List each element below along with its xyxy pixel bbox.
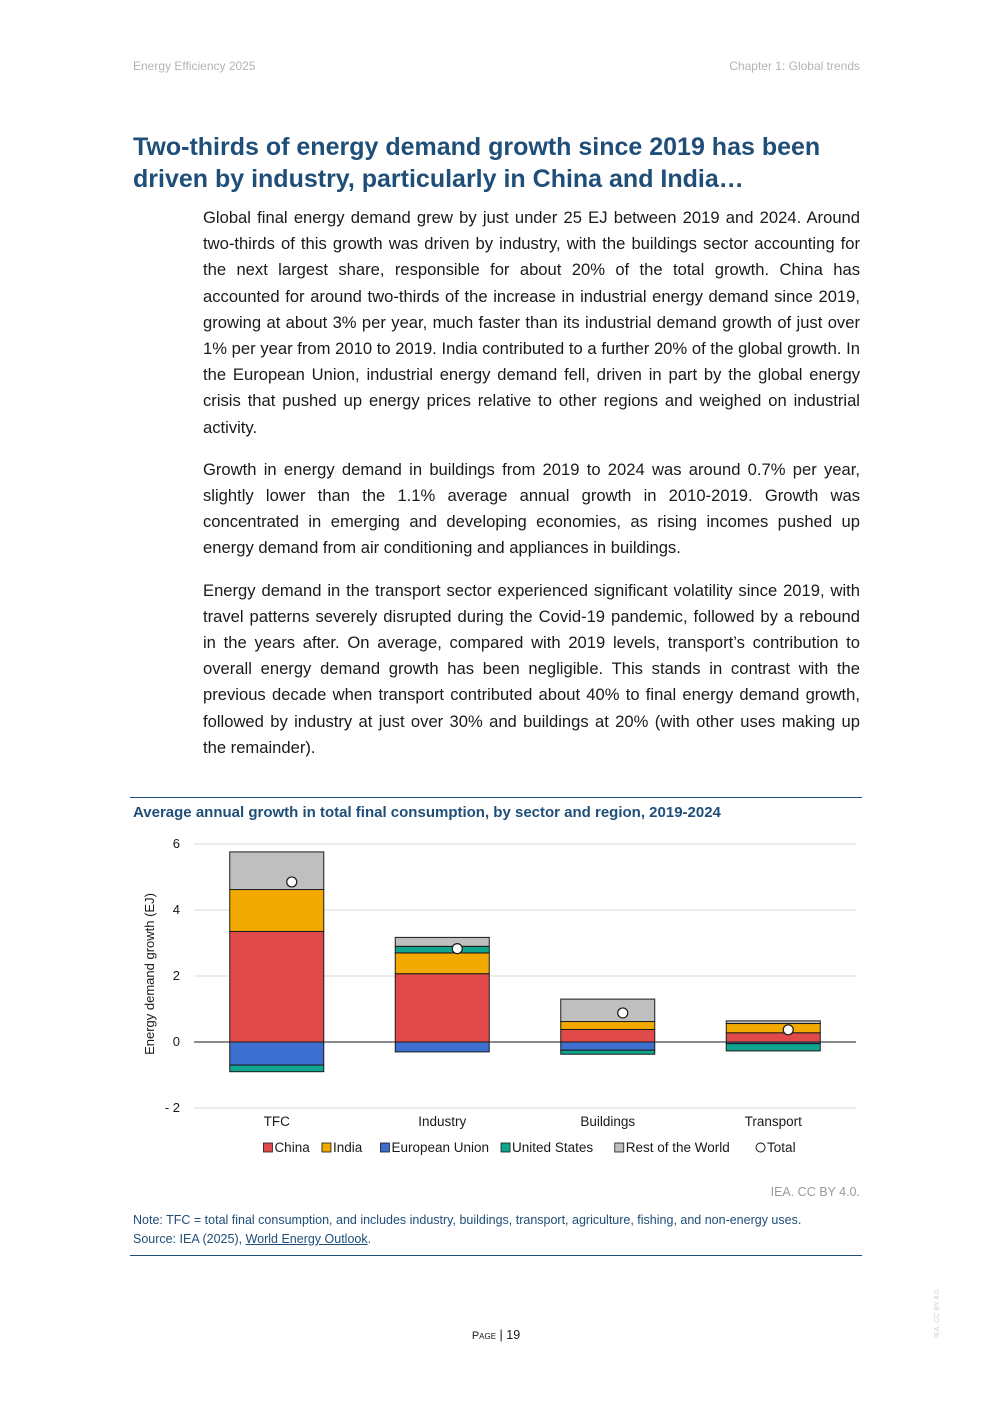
total-marker bbox=[286, 876, 298, 888]
world-energy-outlook-link[interactable]: World Energy Outlook bbox=[245, 1232, 368, 1246]
x-category-label: Transport bbox=[745, 1114, 803, 1129]
page-number: Page | 19 bbox=[471, 1328, 521, 1342]
y-tick-label: 2 bbox=[173, 968, 180, 983]
bar-united-states bbox=[229, 1064, 325, 1073]
bar-india bbox=[725, 1023, 821, 1034]
bar-india bbox=[560, 1021, 656, 1030]
bar-european-union bbox=[229, 1041, 325, 1066]
bar-rest-of-the-world bbox=[725, 1020, 821, 1025]
x-category-label: TFC bbox=[264, 1114, 290, 1129]
running-header-right: Chapter 1: Global trends bbox=[729, 59, 860, 73]
bar-united-states bbox=[560, 1049, 656, 1055]
bar-rest-of-the-world bbox=[394, 936, 490, 947]
bar-rest-of-the-world bbox=[560, 998, 656, 1023]
total-marker bbox=[782, 1024, 794, 1036]
bar-european-union bbox=[560, 1041, 656, 1051]
legend-swatch bbox=[263, 1142, 273, 1153]
legend-label: Total bbox=[767, 1140, 796, 1155]
paragraph-1: Global final energy demand grew by just … bbox=[203, 208, 860, 437]
y-tick-label: 0 bbox=[173, 1034, 180, 1049]
bar-china bbox=[560, 1028, 656, 1043]
bar-united-states bbox=[725, 1043, 821, 1052]
figure-top-rule bbox=[130, 797, 862, 798]
paragraph-2: Growth in energy demand in buildings fro… bbox=[203, 459, 860, 558]
legend-swatch bbox=[500, 1142, 511, 1153]
figure-source: Source: IEA (2025), World Energy Outlook… bbox=[133, 1230, 801, 1249]
legend-label: India bbox=[333, 1140, 363, 1155]
paragraph-3: Energy demand in the transport sector ex… bbox=[203, 580, 860, 757]
source-prefix: Source: IEA (2025), bbox=[133, 1232, 246, 1246]
section-title: Two-thirds of energy demand growth since… bbox=[133, 133, 821, 193]
bar-european-union bbox=[394, 1041, 490, 1053]
figure-credit: IEA. CC BY 4.0. bbox=[770, 1185, 860, 1199]
figure-title: Average annual growth in total final con… bbox=[133, 804, 721, 821]
legend-label: United States bbox=[512, 1140, 593, 1155]
bar-china bbox=[229, 930, 325, 1043]
legend-total-marker bbox=[755, 1142, 766, 1153]
bar-rest-of-the-world bbox=[229, 851, 325, 891]
side-license-note: IEA. CC BY 4.0. bbox=[934, 1287, 941, 1338]
legend-swatch bbox=[321, 1142, 332, 1153]
bar-china bbox=[725, 1032, 821, 1043]
figure-bottom-rule bbox=[130, 1255, 862, 1256]
legend-label: European Union bbox=[391, 1140, 489, 1155]
running-header-left: Energy Efficiency 2025 bbox=[133, 59, 256, 73]
bar-united-states bbox=[394, 945, 490, 954]
bar-china bbox=[394, 973, 490, 1043]
body-text: Global final energy demand grew by just … bbox=[203, 205, 860, 777]
y-tick-label: 6 bbox=[173, 836, 180, 851]
figure-note: Note: TFC = total final consumption, and… bbox=[133, 1213, 802, 1227]
total-marker bbox=[617, 1007, 629, 1019]
total-marker bbox=[451, 943, 463, 955]
y-axis-label: Energy demand growth (EJ) bbox=[142, 893, 157, 1055]
source-suffix: . bbox=[367, 1232, 372, 1246]
y-tick-label: 4 bbox=[173, 902, 180, 917]
x-category-label: Industry bbox=[418, 1114, 466, 1129]
x-category-label: Buildings bbox=[580, 1114, 635, 1129]
legend-label: China bbox=[274, 1140, 310, 1155]
page-label: Page bbox=[471, 1330, 497, 1342]
legend-swatch bbox=[614, 1142, 625, 1153]
legend-label: Rest of the World bbox=[626, 1140, 730, 1155]
bar-india bbox=[394, 952, 490, 975]
y-tick-label: - 2 bbox=[165, 1100, 180, 1115]
figure-notes: Note: TFC = total final consumption, and… bbox=[133, 1211, 801, 1249]
stacked-bar-chart: - 2 0 2 4 6 Energy demand growth (EJ) TFC Indus… bbox=[142, 836, 856, 1155]
bar-india bbox=[229, 889, 325, 932]
legend-swatch bbox=[380, 1142, 390, 1153]
page-number-value: 19 bbox=[506, 1328, 521, 1342]
